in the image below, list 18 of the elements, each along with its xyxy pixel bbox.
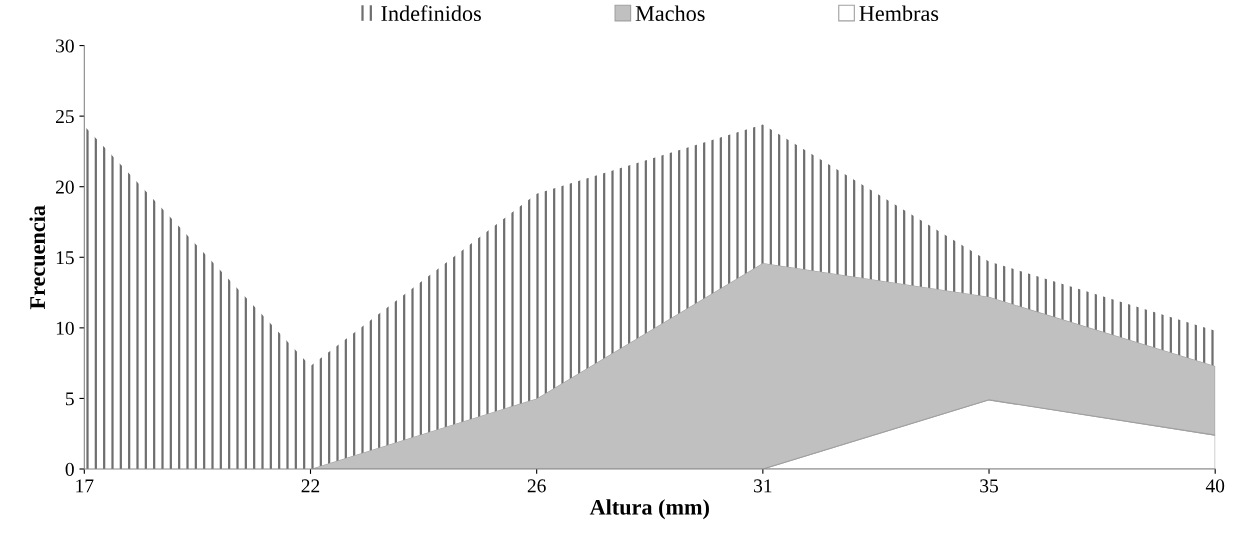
y-tick-label: 0: [65, 462, 74, 476]
x-tick-label: 40: [1205, 479, 1225, 493]
y-tick-label: 30: [56, 39, 74, 53]
x-tick-label: 31: [754, 479, 772, 493]
y-tick-label: 25: [56, 110, 74, 124]
y-tick-label: 10: [56, 321, 74, 335]
y-tick-label: 20: [56, 180, 74, 194]
legend-label: Indefinidos: [381, 5, 481, 22]
x-tick-label: 26: [527, 479, 546, 493]
x-tick-label: 35: [980, 479, 998, 493]
x-tick-label: 17: [76, 479, 94, 493]
y-tick-label: 15: [56, 251, 74, 265]
y-tick-label: 5: [66, 392, 74, 406]
legend-label: Machos: [635, 5, 705, 22]
y-axis-title: Frecuencia: [29, 205, 46, 310]
legend-label: Hembras: [859, 5, 939, 22]
x-axis-title: Altura (mm): [589, 499, 709, 520]
x-tick-label: 22: [301, 479, 320, 493]
